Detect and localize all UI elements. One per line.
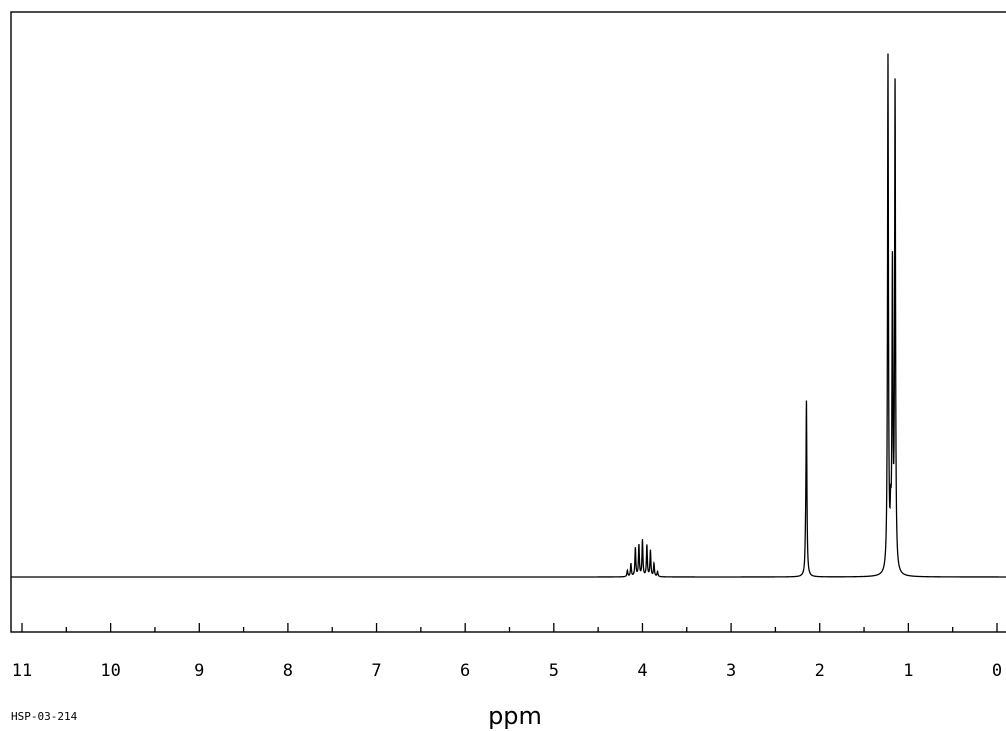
x-tick-label: 8	[283, 661, 293, 681]
x-tick-label: 5	[549, 661, 559, 681]
x-axis-title: ppm	[488, 702, 542, 730]
x-tick-label: 6	[460, 661, 470, 681]
x-tick-label: 10	[100, 661, 120, 681]
plot-frame	[10, 11, 1006, 633]
x-tick-label: 1	[903, 661, 913, 681]
x-tick-label: 11	[12, 661, 32, 681]
spectrum-trace	[11, 53, 1006, 578]
x-tick-label: 7	[371, 661, 381, 681]
x-axis-ticks	[21, 623, 998, 632]
x-axis-tick-labels: 11 10 9 8 7 6 5 4 3 2 1 0	[12, 661, 1002, 681]
x-tick-label: 0	[992, 661, 1002, 681]
x-tick-label: 3	[726, 661, 736, 681]
x-tick-label: 4	[637, 661, 647, 681]
x-tick-label: 9	[194, 661, 204, 681]
sample-code-label: HSP-03-214	[11, 710, 78, 723]
x-tick-label: 2	[815, 661, 825, 681]
